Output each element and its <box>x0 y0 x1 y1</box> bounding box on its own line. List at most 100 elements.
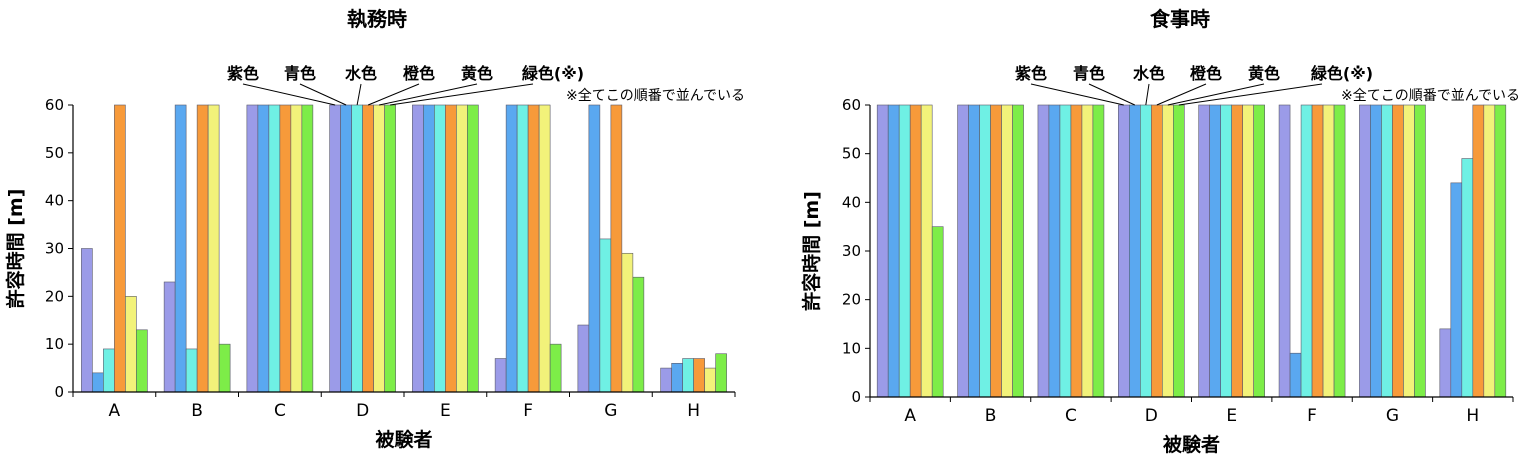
bar-B-5 <box>1001 104 1013 398</box>
bar-C-5 <box>290 104 303 393</box>
bar-E-2 <box>423 104 435 393</box>
x-tick-label: C <box>274 401 286 421</box>
x-tick-label: A <box>904 406 916 426</box>
x-axis-label: 被験者 <box>1163 433 1220 456</box>
bar-H-2 <box>671 362 683 393</box>
bar-A-4 <box>114 104 126 393</box>
legend-leader-line <box>242 83 336 106</box>
x-tick-label: E <box>440 401 451 421</box>
x-tick-label: F <box>523 401 533 421</box>
bar-A-3 <box>103 348 115 393</box>
bar-B-1 <box>163 281 176 393</box>
x-tick-label: G <box>1386 406 1399 426</box>
bar-C-5 <box>1081 104 1094 398</box>
legend-label: 水色 <box>1133 64 1165 83</box>
bars <box>81 104 727 393</box>
bar-E-1 <box>1198 104 1210 398</box>
bar-D-1 <box>329 104 341 393</box>
x-tick-label: A <box>109 401 121 421</box>
bar-H-4 <box>1472 104 1485 398</box>
bar-B-4 <box>990 104 1002 398</box>
x-tick-label: G <box>604 401 617 421</box>
bar-A-5 <box>125 296 137 393</box>
bar-C-6 <box>1092 104 1105 398</box>
x-tick-label: D <box>1145 406 1158 426</box>
bar-F-4 <box>1311 104 1324 398</box>
bar-B-6 <box>1012 104 1024 398</box>
bar-C-1 <box>1037 104 1050 398</box>
x-tick-label: E <box>1226 406 1237 426</box>
bar-C-3 <box>1059 104 1072 398</box>
bar-E-4 <box>1231 104 1243 398</box>
legend-label: 青色 <box>1073 64 1105 83</box>
y-tick-label: 50 <box>45 144 64 162</box>
bar-D-2 <box>340 104 352 393</box>
bar-H-3 <box>1461 158 1474 398</box>
bar-B-3 <box>979 104 991 398</box>
bar-G-6 <box>632 276 645 393</box>
bar-C-2 <box>257 104 270 393</box>
bar-E-6 <box>467 104 479 393</box>
bar-B-1 <box>957 104 969 398</box>
bar-A-5 <box>920 104 933 398</box>
bar-H-4 <box>693 358 705 393</box>
y-tick-label: 10 <box>842 339 861 357</box>
x-tick-label: H <box>687 401 700 421</box>
bar-G-1 <box>1359 104 1371 398</box>
bar-C-4 <box>279 104 292 393</box>
bar-D-4 <box>362 104 374 393</box>
bar-E-2 <box>1209 104 1221 398</box>
bar-F-6 <box>1333 104 1346 398</box>
y-tick-label: 30 <box>45 240 64 258</box>
y-axis-label: 許容時間 [m] <box>800 191 823 311</box>
y-tick-label: 20 <box>45 287 64 305</box>
bar-H-1 <box>660 367 672 393</box>
x-tick-label: F <box>1307 406 1317 426</box>
bar-B-4 <box>196 104 209 393</box>
bar-H-6 <box>715 353 727 393</box>
bar-E-4 <box>445 104 457 393</box>
legend-leader-line <box>299 83 347 106</box>
bar-D-3 <box>351 104 363 393</box>
legend-note: ※全てこの順番で並んでいる <box>1341 87 1520 104</box>
y-tick-label: 50 <box>842 145 861 163</box>
bar-A-6 <box>931 226 944 398</box>
y-axis-label: 許容時間 [m] <box>4 189 27 309</box>
x-tick-label: B <box>191 401 203 421</box>
bar-B-2 <box>968 104 980 398</box>
legend-label: 橙色 <box>403 64 435 83</box>
legend-leader-line <box>356 83 362 106</box>
bar-F-1 <box>1278 104 1291 398</box>
bar-A-4 <box>909 104 922 398</box>
legend-label: 緑色(※) <box>1311 64 1373 83</box>
bar-G-6 <box>1414 104 1426 398</box>
y-tick-label: 60 <box>45 96 64 114</box>
y-tick-label: 0 <box>851 388 861 406</box>
bar-F-2 <box>505 104 518 393</box>
legend-leader-line <box>379 83 478 106</box>
bar-F-4 <box>527 104 540 393</box>
y-tick-label: 20 <box>842 291 861 309</box>
legend-label: 紫色 <box>1015 64 1047 83</box>
legend-label: 黄色 <box>1248 64 1280 83</box>
bar-C-6 <box>301 104 314 393</box>
legend-leader-line <box>367 83 420 106</box>
bar-C-3 <box>268 104 281 393</box>
legend-leader-line <box>1167 83 1265 106</box>
bar-F-3 <box>1300 104 1313 398</box>
y-tick-label: 10 <box>45 335 64 353</box>
bar-D-3 <box>1140 104 1152 398</box>
chart-title: 食事時 <box>1150 7 1210 31</box>
bars <box>876 104 1507 398</box>
bar-G-5 <box>621 252 634 393</box>
legend-note: ※全てこの順番で並んでいる <box>566 87 745 104</box>
chart-title: 執務時 <box>347 7 407 31</box>
y-tick-label: 40 <box>842 193 861 211</box>
bar-C-1 <box>246 104 259 393</box>
legend-leader-line <box>1145 83 1150 106</box>
legend-leader-line <box>1156 83 1207 106</box>
bar-H-6 <box>1494 104 1507 398</box>
legend-label: 黄色 <box>461 64 493 83</box>
legend-label: 紫色 <box>227 64 259 83</box>
bar-H-5 <box>1483 104 1496 398</box>
